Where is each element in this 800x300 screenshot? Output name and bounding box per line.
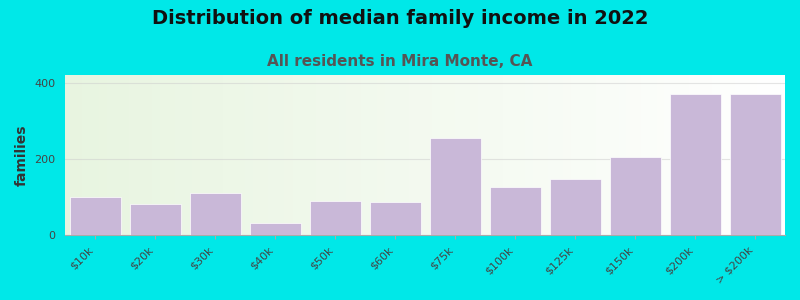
Bar [130, 204, 181, 236]
Bar [490, 187, 541, 236]
Bar [550, 179, 601, 236]
Bar [190, 193, 241, 236]
Bar [370, 202, 421, 236]
Text: Distribution of median family income in 2022: Distribution of median family income in … [152, 9, 648, 28]
Bar [610, 157, 661, 236]
Bar [250, 223, 301, 236]
Bar [430, 138, 481, 236]
Bar [730, 94, 781, 236]
Text: All residents in Mira Monte, CA: All residents in Mira Monte, CA [267, 54, 533, 69]
Bar [310, 201, 361, 236]
Bar [670, 94, 721, 236]
Y-axis label: families: families [15, 124, 29, 186]
Bar [70, 197, 121, 236]
